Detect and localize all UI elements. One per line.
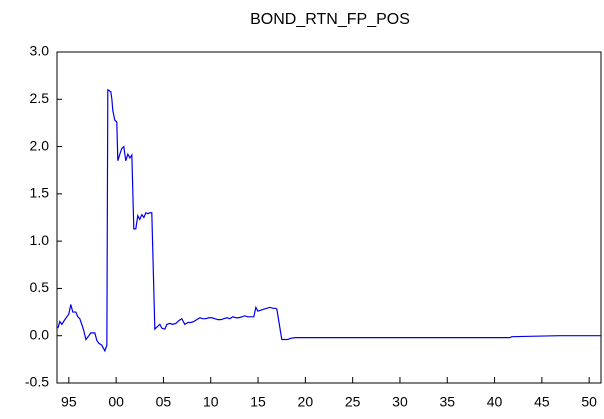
y-tick-label: 2.5 xyxy=(30,90,50,106)
y-tick-label: -0.5 xyxy=(25,374,49,390)
y-tick-label: 3.0 xyxy=(30,43,50,59)
x-tick-label: 10 xyxy=(203,394,219,410)
y-tick-label: 2.0 xyxy=(30,137,50,153)
x-tick-label: 05 xyxy=(156,394,172,410)
y-tick-label: 0.0 xyxy=(30,326,50,342)
x-tick-label: 15 xyxy=(250,394,266,410)
x-tick-label: 00 xyxy=(108,394,124,410)
x-tick-label: 95 xyxy=(61,394,77,410)
x-tick-label: 35 xyxy=(439,394,455,410)
line-series xyxy=(57,88,601,353)
y-tick-label: 0.5 xyxy=(30,279,50,295)
x-tick-label: 40 xyxy=(487,394,503,410)
x-tick-label: 45 xyxy=(534,394,550,410)
chart-title: BOND_RTN_FP_POS xyxy=(250,11,410,28)
y-tick-label: 1.0 xyxy=(30,232,50,248)
x-tick-label: 30 xyxy=(392,394,408,410)
x-tick-label: 20 xyxy=(298,394,314,410)
x-tick-label: 25 xyxy=(345,394,361,410)
x-tick-label: 50 xyxy=(581,394,597,410)
y-tick-label: 1.5 xyxy=(30,185,50,201)
plot-frame xyxy=(56,51,602,384)
